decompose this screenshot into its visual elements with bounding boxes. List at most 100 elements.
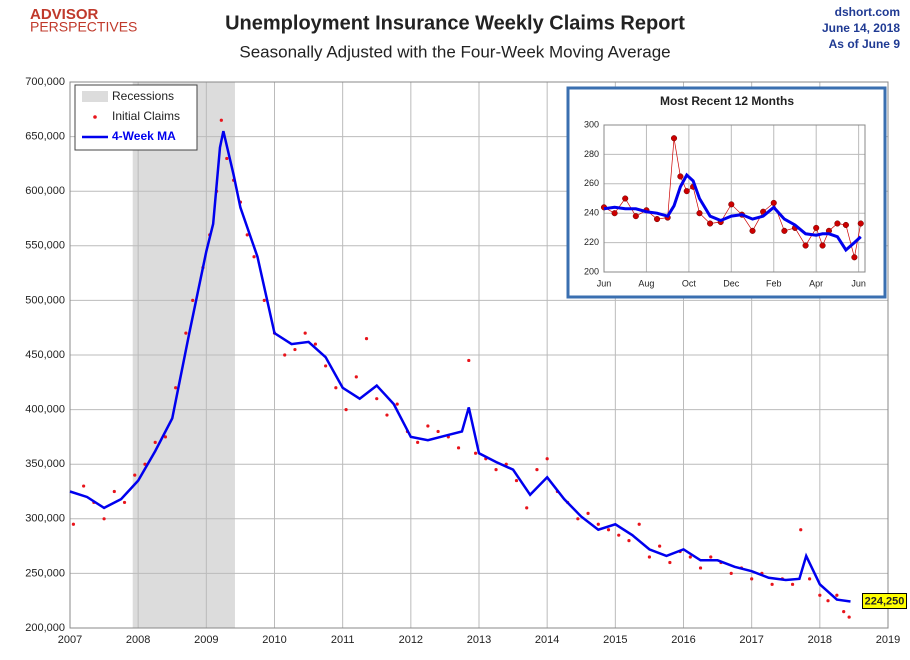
claim-point: [385, 413, 389, 417]
claim-point: [375, 397, 379, 401]
x-tick-label: 2012: [399, 634, 423, 646]
x-tick-label: 2011: [331, 634, 355, 646]
claim-point: [799, 528, 803, 532]
x-tick-label: Aug: [638, 278, 654, 288]
claim-point: [728, 201, 735, 208]
x-tick-label: 2007: [58, 634, 82, 646]
x-tick-label: Oct: [682, 278, 697, 288]
claim-point: [622, 195, 629, 202]
claim-point: [813, 224, 820, 231]
logo: PERSPECTIVES: [30, 19, 137, 35]
legend-swatch: [82, 91, 108, 102]
claim-point: [611, 210, 618, 217]
claim-point: [133, 473, 137, 477]
claim-point: [303, 331, 307, 335]
claim-point: [826, 599, 830, 603]
claim-point: [842, 610, 846, 614]
claim-point: [225, 156, 229, 161]
claim-point: [82, 484, 86, 488]
claim-point: [112, 489, 116, 494]
claim-point: [707, 220, 714, 227]
plot-frame: [69, 81, 889, 629]
x-tick-label: Dec: [723, 278, 740, 288]
source: dshort.com: [835, 5, 900, 19]
claim-point: [632, 213, 639, 220]
y-tick-label: 300: [584, 119, 599, 129]
claim-point: [698, 566, 703, 570]
value-label: 224,250: [865, 595, 905, 607]
claim-point: [770, 199, 777, 206]
claim-point: [245, 233, 249, 237]
x-tick-label: 2018: [808, 634, 832, 646]
claim-point: [102, 517, 106, 521]
claim-point: [122, 500, 127, 505]
claim-point: [647, 555, 652, 559]
claim-point: [525, 506, 529, 510]
claim-point: [293, 347, 297, 352]
x-tick-label: Feb: [766, 278, 782, 288]
claim-point: [842, 221, 849, 229]
inset-frame: [566, 86, 887, 299]
claim-point: [262, 298, 266, 302]
claim-point: [851, 254, 858, 261]
claim-point: [219, 118, 223, 122]
chart-title: Unemployment Insurance Weekly Claims Rep…: [225, 12, 685, 34]
claim-point: [835, 593, 839, 597]
claim-point: [627, 539, 631, 543]
claim-point: [808, 577, 812, 581]
legend-label: Initial Claims: [112, 109, 180, 123]
claim-point: [252, 255, 256, 259]
claim-point: [71, 522, 76, 526]
claim-point: [617, 533, 621, 537]
source: June 14, 2018: [822, 21, 900, 35]
claim-point: [688, 555, 692, 559]
claim-point: [596, 522, 600, 526]
y-tick-label: 400,000: [25, 404, 65, 416]
claim-point: [668, 560, 672, 565]
value-label-box: [862, 593, 908, 610]
ma-line: [69, 130, 851, 603]
claim-point: [426, 424, 430, 428]
claim-point: [770, 582, 774, 586]
claim-point: [709, 555, 713, 559]
x-tick-label: Apr: [809, 278, 823, 288]
chart-subtitle: Seasonally Adjusted with the Four-Week M…: [239, 42, 670, 61]
claim-point: [670, 135, 678, 142]
y-tick-label: 450,000: [25, 349, 65, 361]
y-tick-label: 240: [584, 208, 599, 218]
claim-point: [494, 468, 498, 472]
claim-point: [174, 386, 178, 390]
claim-point: [283, 353, 287, 357]
claim-point: [456, 446, 461, 450]
claim-point: [749, 227, 756, 234]
claim-point: [637, 522, 641, 526]
y-tick-label: 300,000: [25, 513, 65, 525]
x-tick-label: 2010: [262, 634, 286, 646]
claim-point: [354, 375, 358, 379]
x-tick-label: 2014: [535, 634, 559, 646]
claim-point: [467, 358, 471, 363]
claim-point: [545, 457, 549, 461]
claim-point: [653, 216, 661, 223]
y-tick-label: 700,000: [25, 76, 65, 88]
x-tick-label: 2017: [739, 634, 763, 646]
claim-point: [364, 337, 369, 341]
claim-point: [324, 364, 328, 368]
x-tick-label: 2008: [126, 634, 150, 646]
x-tick-label: 2013: [467, 634, 491, 646]
legend-swatch: [93, 115, 97, 119]
claim-point: [819, 242, 826, 249]
claim-point: [436, 429, 440, 434]
claim-point: [677, 173, 684, 180]
claim-point: [344, 408, 348, 412]
claim-point: [473, 451, 478, 455]
claim-point: [153, 440, 157, 444]
claim-point: [802, 242, 809, 249]
source: As of June 9: [829, 37, 901, 51]
y-tick-label: 550,000: [25, 240, 65, 252]
logo: ADVISOR: [30, 6, 99, 23]
claim-point: [586, 511, 590, 515]
claim-point: [834, 220, 841, 227]
y-tick-label: 250,000: [25, 567, 65, 579]
claim-point: [535, 468, 539, 472]
